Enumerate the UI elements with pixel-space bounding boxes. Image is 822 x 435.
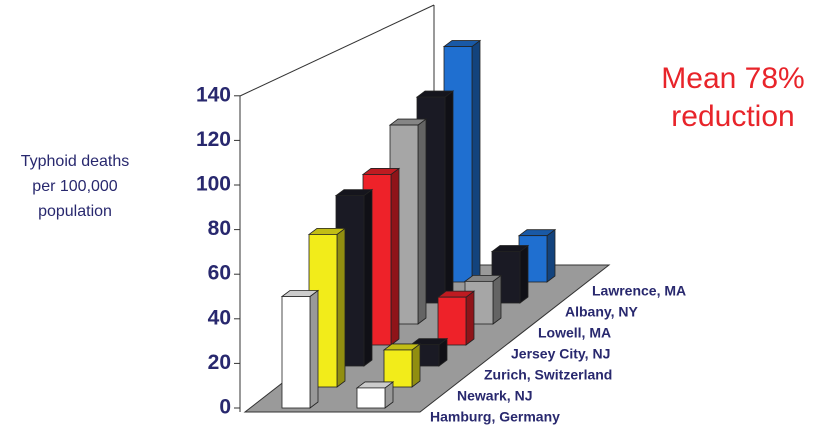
bar-side	[309, 289, 319, 409]
bar-side	[417, 118, 427, 325]
row-label: Zurich, Switzerland	[484, 367, 612, 383]
bar	[281, 296, 311, 409]
bar-side	[363, 188, 373, 367]
bar	[383, 349, 413, 388]
bar-side	[546, 228, 556, 283]
bar-side	[519, 244, 529, 304]
annotation: Mean 78%	[661, 62, 804, 95]
y-tick-label: 40	[208, 306, 231, 329]
bar-side	[411, 343, 421, 388]
y-tick-label: 20	[208, 351, 231, 374]
row-label: Albany, NY	[565, 304, 639, 320]
row-label: Lawrence, MA	[592, 283, 686, 299]
bar-side	[390, 167, 400, 346]
y-tick-label: 100	[196, 173, 231, 196]
row-label: Jersey City, NJ	[511, 346, 610, 362]
y-axis-label: population	[38, 203, 112, 220]
y-tick-label: 120	[196, 128, 231, 151]
row-label: Lowell, MA	[538, 325, 611, 341]
wall-edge	[239, 4, 435, 97]
bar-side	[471, 39, 481, 283]
bar	[356, 387, 386, 409]
row-label: Hamburg, Germany	[430, 409, 560, 425]
annotation: reduction	[671, 100, 794, 133]
bar-side	[492, 274, 502, 325]
y-tick-label: 140	[196, 83, 231, 106]
y-tick-label: 80	[208, 217, 231, 240]
row-label: Newark, NJ	[457, 388, 532, 404]
bar-side	[336, 227, 346, 388]
bar-side	[444, 90, 454, 304]
y-tick-label: 60	[208, 262, 231, 285]
bar	[437, 296, 467, 346]
y-tick-label: 0	[219, 396, 231, 419]
y-axis-label: Typhoid deaths	[21, 153, 130, 170]
bar-side	[465, 290, 475, 346]
y-axis-label: per 100,000	[32, 178, 118, 195]
